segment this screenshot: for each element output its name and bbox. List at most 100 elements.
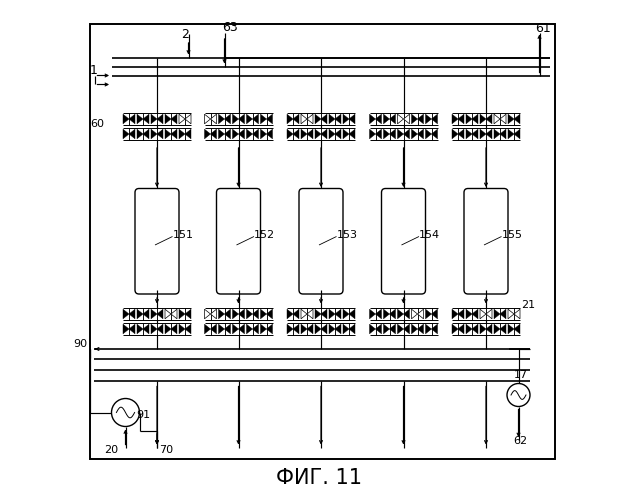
Polygon shape xyxy=(452,129,458,139)
Polygon shape xyxy=(500,114,506,124)
Polygon shape xyxy=(431,129,438,139)
Polygon shape xyxy=(307,309,313,319)
Polygon shape xyxy=(376,114,381,124)
Polygon shape xyxy=(514,309,520,319)
Polygon shape xyxy=(219,324,224,334)
Polygon shape xyxy=(376,309,381,319)
Polygon shape xyxy=(129,129,135,139)
Polygon shape xyxy=(508,114,514,124)
Polygon shape xyxy=(123,309,129,319)
Polygon shape xyxy=(185,129,191,139)
Polygon shape xyxy=(307,324,313,334)
Polygon shape xyxy=(165,129,171,139)
Polygon shape xyxy=(315,129,321,139)
Polygon shape xyxy=(390,324,396,334)
Polygon shape xyxy=(165,324,171,334)
Polygon shape xyxy=(266,309,272,319)
Polygon shape xyxy=(261,309,266,319)
Polygon shape xyxy=(252,324,259,334)
Circle shape xyxy=(111,398,139,426)
Polygon shape xyxy=(287,309,293,319)
Polygon shape xyxy=(293,114,299,124)
Polygon shape xyxy=(185,309,191,319)
Polygon shape xyxy=(321,324,327,334)
Polygon shape xyxy=(315,309,321,319)
Polygon shape xyxy=(137,114,143,124)
Polygon shape xyxy=(185,114,191,124)
Polygon shape xyxy=(508,324,514,334)
Polygon shape xyxy=(307,129,313,139)
Polygon shape xyxy=(247,129,252,139)
Polygon shape xyxy=(472,309,478,319)
Polygon shape xyxy=(157,114,163,124)
Polygon shape xyxy=(157,324,163,334)
Polygon shape xyxy=(247,114,252,124)
Polygon shape xyxy=(412,114,417,124)
Polygon shape xyxy=(343,114,349,124)
Polygon shape xyxy=(329,129,335,139)
Polygon shape xyxy=(171,324,177,334)
Polygon shape xyxy=(426,309,431,319)
FancyBboxPatch shape xyxy=(299,188,343,294)
Polygon shape xyxy=(452,114,458,124)
Polygon shape xyxy=(369,324,376,334)
Polygon shape xyxy=(452,309,458,319)
Polygon shape xyxy=(397,114,403,124)
Polygon shape xyxy=(321,309,327,319)
Polygon shape xyxy=(143,324,149,334)
Polygon shape xyxy=(390,129,396,139)
Text: 1: 1 xyxy=(89,64,97,77)
Polygon shape xyxy=(494,114,500,124)
Polygon shape xyxy=(494,324,500,334)
Polygon shape xyxy=(233,324,238,334)
Polygon shape xyxy=(165,309,171,319)
Text: 60: 60 xyxy=(91,119,105,129)
Polygon shape xyxy=(315,324,321,334)
Polygon shape xyxy=(210,114,217,124)
Polygon shape xyxy=(233,129,238,139)
Text: 91: 91 xyxy=(137,410,151,420)
Polygon shape xyxy=(383,324,390,334)
FancyBboxPatch shape xyxy=(381,188,426,294)
Polygon shape xyxy=(466,114,472,124)
Polygon shape xyxy=(137,129,143,139)
Polygon shape xyxy=(335,324,341,334)
Text: 152: 152 xyxy=(254,230,275,240)
Polygon shape xyxy=(403,114,410,124)
Polygon shape xyxy=(151,324,157,334)
Polygon shape xyxy=(219,309,224,319)
Polygon shape xyxy=(343,129,349,139)
Text: 155: 155 xyxy=(502,230,523,240)
Polygon shape xyxy=(157,309,163,319)
Polygon shape xyxy=(472,114,478,124)
Polygon shape xyxy=(293,324,299,334)
Polygon shape xyxy=(349,309,355,319)
Polygon shape xyxy=(397,324,403,334)
Polygon shape xyxy=(508,309,514,319)
Polygon shape xyxy=(466,309,472,319)
Polygon shape xyxy=(179,114,185,124)
Polygon shape xyxy=(123,324,129,334)
Polygon shape xyxy=(252,114,259,124)
Polygon shape xyxy=(179,324,185,334)
Polygon shape xyxy=(349,129,355,139)
Polygon shape xyxy=(349,324,355,334)
Polygon shape xyxy=(321,114,327,124)
Polygon shape xyxy=(301,324,307,334)
Polygon shape xyxy=(349,114,355,124)
Polygon shape xyxy=(143,129,149,139)
Polygon shape xyxy=(480,129,486,139)
Polygon shape xyxy=(301,309,307,319)
Polygon shape xyxy=(472,324,478,334)
Polygon shape xyxy=(376,324,381,334)
Polygon shape xyxy=(301,114,307,124)
Polygon shape xyxy=(238,129,245,139)
Polygon shape xyxy=(426,324,431,334)
Polygon shape xyxy=(219,129,224,139)
Polygon shape xyxy=(210,129,217,139)
Text: 2: 2 xyxy=(181,28,189,42)
Polygon shape xyxy=(514,114,520,124)
Polygon shape xyxy=(261,114,266,124)
Polygon shape xyxy=(431,309,438,319)
Polygon shape xyxy=(151,114,157,124)
